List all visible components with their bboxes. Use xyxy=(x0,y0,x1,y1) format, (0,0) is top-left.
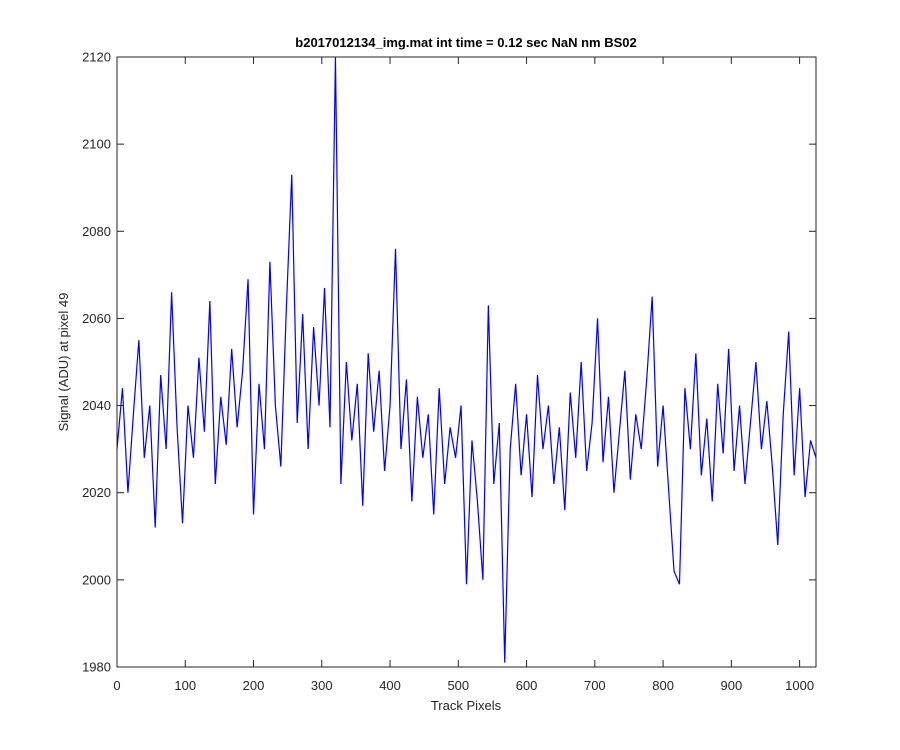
y-tick-label: 2000 xyxy=(82,572,111,587)
x-tick-label: 200 xyxy=(243,678,265,693)
x-tick-label: 500 xyxy=(447,678,469,693)
x-axis-label: Track Pixels xyxy=(431,698,502,713)
y-tick-label: 2020 xyxy=(82,485,111,500)
x-tick-label: 0 xyxy=(113,678,120,693)
data-line xyxy=(117,57,816,663)
x-tick-label: 300 xyxy=(311,678,333,693)
x-tick-label: 100 xyxy=(174,678,196,693)
x-tick-label: 900 xyxy=(721,678,743,693)
chart-title: b2017012134_img.mat int time = 0.12 sec … xyxy=(295,35,636,50)
axes-box xyxy=(116,56,817,668)
x-tick-label: 600 xyxy=(516,678,538,693)
y-tick-label: 2120 xyxy=(82,50,111,65)
y-tick-label: 2100 xyxy=(82,137,111,152)
y-axis-label: Signal (ADU) at pixel 49 xyxy=(56,293,71,432)
y-tick-label: 2060 xyxy=(82,311,111,326)
y-tick-label: 2080 xyxy=(82,224,111,239)
y-tick-label: 1980 xyxy=(82,660,111,675)
y-tick-label: 2040 xyxy=(82,398,111,413)
x-tick-label: 400 xyxy=(379,678,401,693)
x-tick-label: 800 xyxy=(652,678,674,693)
x-tick-label: 700 xyxy=(584,678,606,693)
x-tick-label: 1000 xyxy=(785,678,814,693)
